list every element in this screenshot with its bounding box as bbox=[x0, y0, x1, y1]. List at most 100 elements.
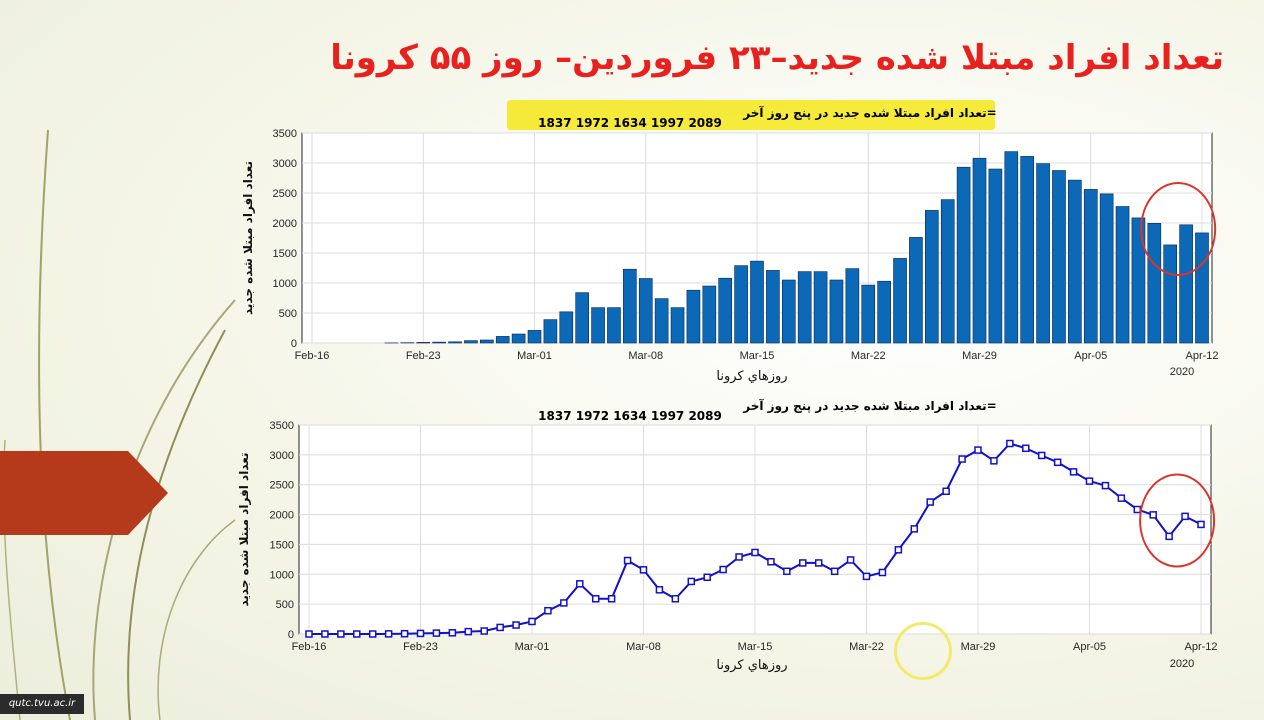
x-tick-label: Feb-16 bbox=[292, 641, 327, 653]
data-point bbox=[1101, 481, 1110, 490]
data-point bbox=[464, 627, 473, 636]
x-tick-label: Feb-16 bbox=[295, 350, 330, 362]
data-point bbox=[958, 455, 966, 463]
x-tick-label: Mar-15 bbox=[740, 350, 775, 362]
bar bbox=[1163, 244, 1178, 344]
data-point bbox=[305, 630, 313, 638]
y-tick-label: 0 bbox=[288, 629, 294, 641]
data-point bbox=[1006, 439, 1014, 448]
x-tick-label: Mar-22 bbox=[849, 641, 884, 653]
chart-title-text: تعداد افراد مبتلا شده جدید در پنج روز آخ… bbox=[742, 398, 996, 414]
x-tick-label: Mar-01 bbox=[517, 350, 552, 362]
bar bbox=[686, 289, 701, 344]
data-point bbox=[560, 599, 568, 607]
data-point bbox=[830, 567, 839, 576]
x-tick-label: Mar-29 bbox=[961, 641, 996, 653]
bar bbox=[734, 265, 748, 344]
bar bbox=[845, 268, 860, 344]
data-point bbox=[703, 573, 711, 582]
data-point bbox=[1197, 520, 1205, 529]
x-tick-label: Feb-23 bbox=[406, 350, 441, 362]
bar bbox=[797, 271, 812, 344]
data-point bbox=[1117, 494, 1126, 502]
data-point bbox=[719, 565, 727, 574]
bar bbox=[940, 199, 955, 344]
slide-title: تعداد افراد مبتلا شده جدید–۲۳ فروردین– ر… bbox=[330, 38, 1224, 78]
y-tick-label: 3000 bbox=[270, 450, 294, 462]
bar bbox=[654, 298, 669, 344]
x-tick-label: Apr-12 bbox=[1184, 641, 1217, 653]
x-axis-label: روزهاي كرونا bbox=[716, 369, 787, 384]
data-point bbox=[448, 629, 457, 637]
bar bbox=[623, 268, 637, 344]
y-tick-label: 1500 bbox=[273, 248, 297, 260]
y-tick-label: 1000 bbox=[270, 569, 294, 581]
data-point bbox=[767, 557, 775, 566]
data-point bbox=[735, 553, 743, 561]
bar bbox=[909, 237, 923, 344]
bar bbox=[511, 333, 526, 344]
x-tick-label: Mar-08 bbox=[626, 641, 661, 653]
bar bbox=[1004, 151, 1019, 344]
bar bbox=[1131, 217, 1146, 344]
bar bbox=[432, 341, 446, 344]
bar bbox=[813, 271, 828, 344]
x-tick-label: Mar-29 bbox=[962, 350, 997, 362]
title-highlight bbox=[507, 100, 995, 130]
data-point bbox=[1149, 511, 1157, 519]
y-tick-label: 500 bbox=[276, 599, 294, 611]
data-point bbox=[1037, 451, 1046, 460]
data-point bbox=[974, 446, 982, 454]
data-point bbox=[687, 577, 696, 586]
bar bbox=[829, 279, 844, 344]
y-tick-label: 1500 bbox=[270, 539, 294, 551]
bar bbox=[1052, 170, 1066, 344]
bar bbox=[781, 279, 796, 344]
bar bbox=[1099, 193, 1114, 344]
bar bbox=[1068, 179, 1082, 344]
bar bbox=[1036, 163, 1050, 344]
bar bbox=[527, 330, 542, 344]
arrow-tab-shape bbox=[0, 451, 168, 535]
data-point bbox=[655, 586, 664, 594]
y-tick-label: 2000 bbox=[270, 510, 294, 522]
bar bbox=[1195, 232, 1209, 344]
bar bbox=[559, 311, 574, 344]
data-point bbox=[512, 621, 520, 629]
x-tick-label: Mar-15 bbox=[738, 641, 773, 653]
y-tick-label: 3000 bbox=[273, 158, 297, 170]
site-watermark: qutc.tvu.ac.ir bbox=[0, 694, 84, 714]
data-point bbox=[544, 606, 552, 615]
data-point bbox=[607, 595, 616, 603]
annotation-circle bbox=[1139, 473, 1216, 568]
bar bbox=[925, 210, 939, 344]
bar bbox=[1147, 223, 1162, 344]
bar bbox=[591, 307, 605, 344]
bar bbox=[861, 284, 876, 344]
bar bbox=[448, 341, 462, 344]
bar bbox=[464, 340, 478, 344]
bar bbox=[416, 342, 431, 344]
data-point bbox=[926, 498, 934, 506]
bar bbox=[495, 336, 510, 344]
bar bbox=[480, 339, 494, 344]
x-tick-label: Apr-05 bbox=[1074, 350, 1107, 362]
data-point bbox=[480, 627, 488, 635]
data-point bbox=[1181, 512, 1189, 521]
data-point bbox=[496, 623, 504, 632]
y-tick-label: 3500 bbox=[270, 420, 294, 432]
bar bbox=[988, 168, 1003, 344]
bar bbox=[718, 277, 733, 344]
data-point bbox=[942, 487, 950, 496]
bar bbox=[638, 278, 653, 344]
bar bbox=[1083, 189, 1098, 344]
data-point bbox=[576, 580, 584, 588]
y-tick-label: 2000 bbox=[273, 218, 297, 230]
x-tick-label: Mar-01 bbox=[515, 641, 550, 653]
bar bbox=[956, 166, 971, 344]
bar bbox=[607, 307, 621, 344]
data-point bbox=[894, 546, 903, 554]
y-tick-label: 2500 bbox=[270, 480, 294, 492]
y-tick-label: 3500 bbox=[273, 128, 297, 140]
